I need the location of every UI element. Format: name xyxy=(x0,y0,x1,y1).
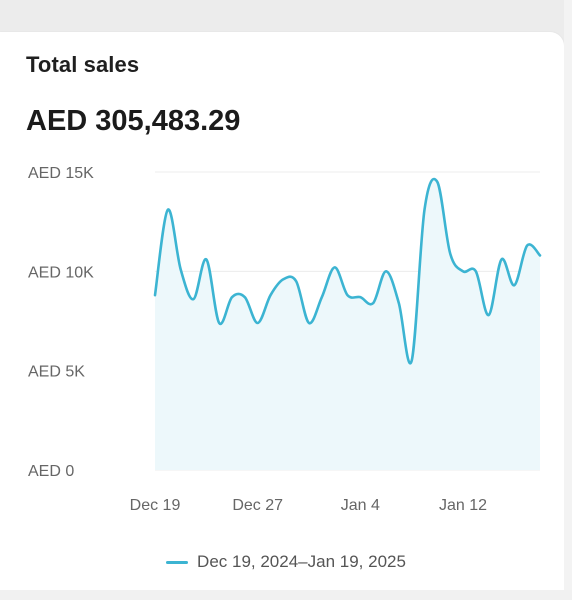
total-sales-value: AED 305,483.29 xyxy=(26,105,241,137)
data-point[interactable] xyxy=(332,264,338,270)
data-point[interactable] xyxy=(191,296,197,302)
legend-label: Dec 19, 2024–Jan 19, 2025 xyxy=(197,552,406,571)
card-bottom-edge xyxy=(0,590,572,600)
data-point[interactable] xyxy=(345,292,351,298)
data-point[interactable] xyxy=(255,320,261,326)
y-tick-label: AED 5K xyxy=(28,364,85,381)
data-point[interactable] xyxy=(152,292,158,298)
data-point[interactable] xyxy=(486,312,492,318)
data-point[interactable] xyxy=(242,294,248,300)
sales-line-chart: AED 0 AED 5K AED 10K AED 15K Dec 19 Dec 27 Jan… xyxy=(28,165,543,514)
card-title: Total sales xyxy=(26,52,140,77)
legend-line-swatch xyxy=(166,560,189,564)
x-tick-label: Dec 27 xyxy=(232,497,283,514)
data-point[interactable] xyxy=(319,294,325,300)
data-point[interactable] xyxy=(460,268,466,274)
y-tick-label: AED 0 xyxy=(28,463,74,480)
data-point[interactable] xyxy=(306,320,312,326)
y-tick-label: AED 15K xyxy=(28,165,94,182)
data-point[interactable] xyxy=(370,300,376,306)
data-point[interactable] xyxy=(537,252,543,258)
chart-legend[interactable]: Dec 19, 2024–Jan 19, 2025 xyxy=(0,552,572,572)
data-point[interactable] xyxy=(422,207,428,213)
data-point[interactable] xyxy=(396,300,402,306)
x-tick-label: Jan 4 xyxy=(341,497,380,514)
data-point[interactable] xyxy=(511,282,517,288)
card-edge xyxy=(564,0,572,600)
x-tick-label: Jan 12 xyxy=(439,497,487,514)
data-point[interactable] xyxy=(178,266,184,272)
data-point[interactable] xyxy=(499,256,505,262)
data-point[interactable] xyxy=(409,358,415,364)
data-point[interactable] xyxy=(524,243,530,249)
data-point[interactable] xyxy=(447,250,453,256)
data-point[interactable] xyxy=(473,268,479,274)
data-point[interactable] xyxy=(229,294,235,300)
data-point[interactable] xyxy=(268,292,274,298)
series-area xyxy=(155,179,540,470)
data-point[interactable] xyxy=(293,278,299,284)
y-tick-label: AED 10K xyxy=(28,264,94,281)
data-point[interactable] xyxy=(216,320,222,326)
data-point[interactable] xyxy=(434,179,440,185)
data-point[interactable] xyxy=(165,207,171,213)
x-tick-label: Dec 19 xyxy=(130,497,181,514)
data-point[interactable] xyxy=(203,256,209,262)
data-point[interactable] xyxy=(383,268,389,274)
series-line[interactable] xyxy=(153,177,542,365)
data-point[interactable] xyxy=(357,294,363,300)
data-point[interactable] xyxy=(280,276,286,282)
